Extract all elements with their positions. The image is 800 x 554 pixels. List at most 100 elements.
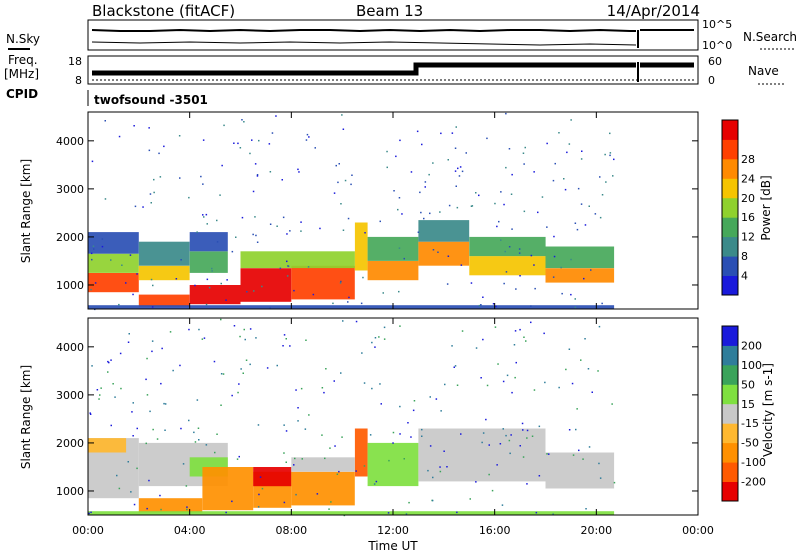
velocity-speckle bbox=[521, 422, 524, 425]
velocity-speckle bbox=[329, 447, 331, 449]
power-speckle bbox=[347, 301, 349, 303]
velocity-speckle bbox=[333, 380, 335, 382]
power-speckle bbox=[470, 282, 473, 284]
power-speckle bbox=[338, 163, 340, 165]
velocity-speckle bbox=[156, 438, 159, 440]
velocity-colorbar-swatch bbox=[722, 345, 738, 366]
power-speckle bbox=[276, 225, 278, 227]
power-band bbox=[418, 241, 470, 266]
velocity-speckle bbox=[198, 439, 200, 441]
velocity-speckle bbox=[355, 470, 357, 472]
power-speckle bbox=[546, 142, 548, 145]
velocity-speckle bbox=[535, 511, 538, 514]
power-speckle bbox=[454, 170, 457, 172]
power-speckle bbox=[312, 293, 315, 296]
velocity-speckle bbox=[321, 434, 323, 436]
power-speckle bbox=[451, 132, 454, 134]
velocity-speckle bbox=[431, 499, 434, 502]
power-speckle bbox=[576, 228, 579, 231]
velocity-speckle bbox=[491, 489, 494, 492]
power-band bbox=[545, 246, 615, 269]
power-speckle bbox=[503, 203, 505, 206]
velocity-speckle bbox=[243, 328, 245, 331]
power-speckle bbox=[429, 212, 431, 215]
velocity-speckle bbox=[249, 363, 251, 366]
power-speckle bbox=[455, 126, 457, 128]
power-speckle bbox=[609, 154, 611, 157]
velocity-band bbox=[367, 442, 419, 487]
power-speckle bbox=[149, 193, 152, 195]
velocity-speckle bbox=[145, 442, 147, 445]
velocity-speckle bbox=[164, 429, 166, 431]
power-speckle bbox=[211, 270, 213, 272]
power-speckle bbox=[496, 225, 498, 228]
velocity-speckle bbox=[238, 383, 240, 385]
power-speckle bbox=[179, 177, 181, 179]
power-speckle bbox=[253, 290, 255, 292]
velocity-speckle bbox=[538, 425, 541, 428]
n-sky-trace bbox=[91, 28, 636, 33]
velocity-speckle bbox=[193, 431, 195, 434]
velocity-colorbar-tick-label: 15 bbox=[741, 398, 755, 411]
power-speckle bbox=[243, 121, 245, 123]
power-speckle bbox=[420, 211, 422, 214]
velocity-speckle bbox=[552, 513, 554, 515]
power-speckle bbox=[163, 145, 165, 148]
velocity-speckle bbox=[591, 391, 593, 393]
power-band bbox=[88, 305, 615, 309]
velocity-speckle bbox=[186, 506, 188, 508]
velocity-speckle bbox=[338, 470, 340, 473]
power-speckle bbox=[604, 153, 606, 156]
power-speckle bbox=[609, 152, 612, 154]
power-speckle bbox=[508, 148, 511, 150]
velocity-data-layer bbox=[88, 318, 616, 517]
velocity-speckle bbox=[587, 368, 590, 370]
velocity-speckle bbox=[231, 394, 233, 397]
velocity-speckle bbox=[439, 466, 441, 468]
velocity-speckle bbox=[169, 331, 172, 333]
power-speckle bbox=[175, 278, 178, 280]
power-speckle bbox=[456, 206, 459, 209]
power-speckle bbox=[200, 175, 202, 178]
power-speckle bbox=[417, 231, 420, 233]
velocity-speckle bbox=[427, 469, 429, 472]
velocity-speckle bbox=[294, 457, 296, 460]
velocity-speckle bbox=[514, 330, 517, 332]
velocity-speckle bbox=[374, 337, 377, 339]
velocity-speckle bbox=[293, 464, 295, 466]
velocity-speckle bbox=[316, 493, 319, 495]
power-speckle bbox=[530, 305, 532, 307]
freq-label-2: [MHz] bbox=[4, 67, 39, 81]
velocity-speckle bbox=[146, 394, 149, 396]
velocity-speckle bbox=[508, 439, 511, 442]
power-band bbox=[189, 232, 228, 252]
power-speckle bbox=[132, 293, 134, 296]
velocity-speckle bbox=[378, 336, 380, 338]
power-speckle bbox=[580, 158, 583, 160]
velocity-y-axis-label: Slant Range [km] bbox=[19, 365, 33, 469]
power-speckle bbox=[537, 211, 539, 214]
nave-label: Nave bbox=[748, 64, 779, 78]
freq-panel-frame bbox=[87, 55, 699, 85]
power-speckle bbox=[471, 205, 474, 207]
power-speckle bbox=[439, 211, 441, 213]
velocity-speckle bbox=[130, 491, 132, 493]
power-speckle bbox=[134, 205, 137, 208]
x-tick-label: 04:00 bbox=[174, 524, 206, 537]
power-speckle bbox=[287, 265, 289, 267]
power-speckle bbox=[298, 171, 300, 173]
power-speckle bbox=[568, 143, 571, 145]
power-speckle bbox=[208, 286, 211, 289]
freq-label-1: Freq. bbox=[8, 53, 38, 67]
velocity-colorbar-tick-label: 50 bbox=[741, 378, 755, 391]
velocity-speckle bbox=[242, 372, 244, 374]
power-colorbar-tick-label: 16 bbox=[741, 211, 755, 224]
power-speckle bbox=[216, 241, 219, 243]
power-speckle bbox=[202, 139, 205, 141]
power-speckle bbox=[282, 216, 285, 219]
velocity-heatmap-panel: 1000 2000 3000 4000 Slant Range [km] 200 100… bbox=[19, 317, 775, 517]
velocity-band bbox=[88, 511, 615, 515]
power-speckle bbox=[534, 287, 536, 290]
power-speckle bbox=[92, 245, 95, 247]
velocity-speckle bbox=[325, 368, 327, 370]
